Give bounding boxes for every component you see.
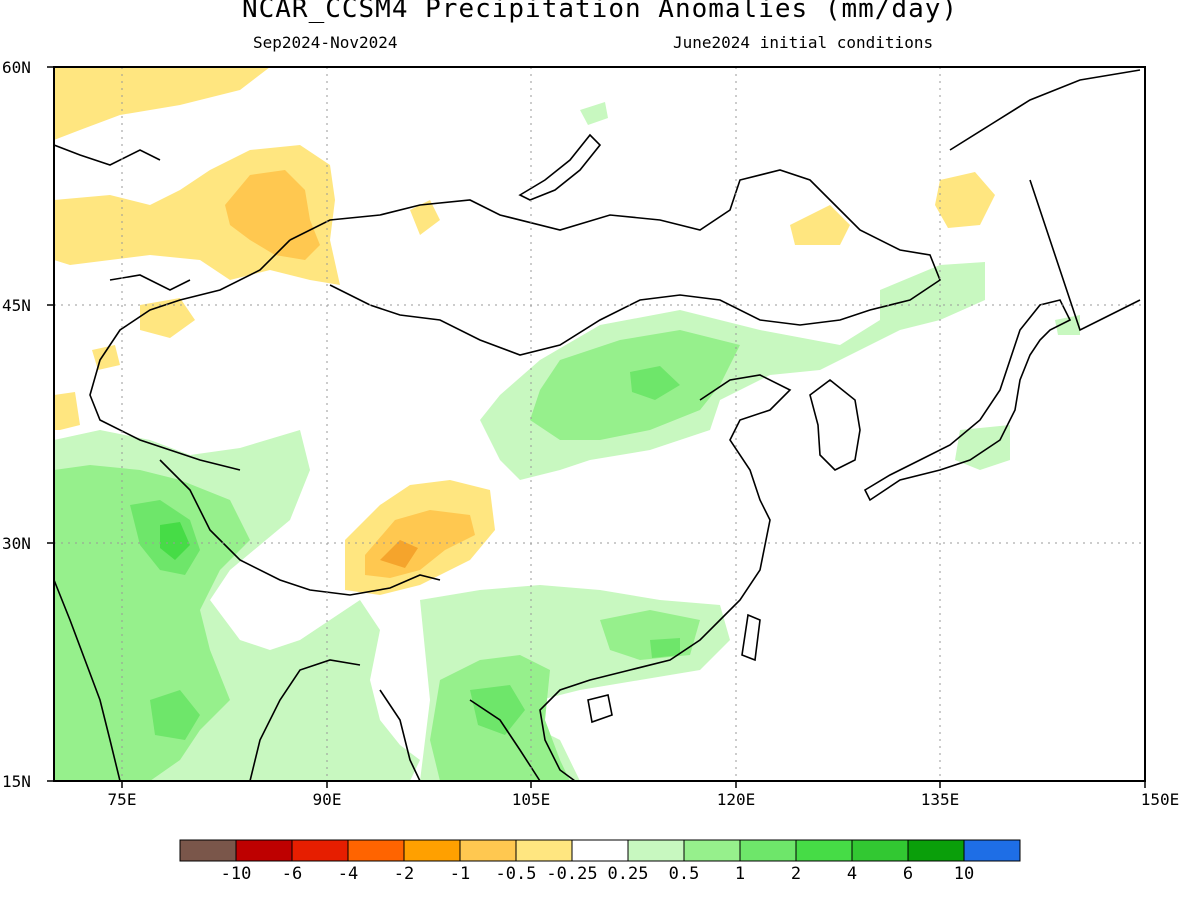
dry-region-west-small — [54, 298, 195, 430]
colorbar-swatch — [459, 839, 517, 862]
axis-ticks — [47, 66, 1146, 788]
colorbar-swatch — [683, 839, 741, 862]
green-peak-china — [630, 366, 680, 400]
dry-region-northwest — [54, 67, 270, 140]
colorbar-swatch — [347, 839, 405, 862]
colorbar-swatch — [627, 839, 685, 862]
map-frame — [53, 66, 1146, 782]
colorbar-tick-label: -10 — [220, 864, 252, 884]
lon-label-90e: 90E — [312, 790, 342, 809]
lake-baikal — [518, 133, 602, 201]
colorbar-swatch — [179, 839, 237, 862]
green-core-india — [130, 500, 200, 740]
anomaly-fields — [54, 67, 1080, 781]
india-coast — [54, 579, 361, 781]
lon-label-135e: 135E — [920, 790, 960, 809]
colorbar-tick-label: -0.5 — [495, 864, 537, 884]
dry-region-northeast — [410, 172, 995, 245]
lon-label-120e: 120E — [716, 790, 756, 809]
china-west-border — [89, 239, 291, 471]
japan-coast — [863, 299, 1072, 502]
colorbar-tick-label: 6 — [902, 864, 914, 884]
himalaya-border — [159, 459, 441, 596]
indochina-coast — [379, 689, 541, 781]
dry-peak-tibet — [380, 540, 418, 568]
green-core-southeast — [430, 610, 700, 781]
colorbar-swatch — [963, 839, 1021, 862]
colorbar-tick-label: -0.25 — [546, 864, 598, 884]
colorbar-tick-label: 0.25 — [607, 864, 649, 884]
colorbar-swatch — [403, 839, 461, 862]
lat-label-45n: 45N — [2, 296, 31, 315]
green-peak-indochina — [470, 638, 680, 735]
colorbar-swatch — [515, 839, 573, 862]
green-region-india — [54, 465, 250, 781]
init-conditions-label: June2024 initial conditions — [673, 33, 934, 52]
lat-label-60n: 60N — [2, 58, 31, 77]
gridlines — [54, 67, 1145, 781]
colorbar-tick-label: -6 — [281, 864, 303, 884]
korea-coast — [809, 378, 861, 471]
colorbar-swatch — [235, 839, 293, 862]
lon-label-150e: 150E — [1140, 790, 1180, 809]
colorbar-tick-label: 4 — [846, 864, 858, 884]
green-region-north — [580, 102, 608, 125]
colorbar-swatch — [795, 839, 853, 862]
colorbar-tick-label: 0.5 — [668, 864, 700, 884]
colorbar-tick-label: 1 — [734, 864, 746, 884]
caspian-aral — [54, 144, 191, 291]
hainan-coast — [587, 694, 613, 724]
lat-label-15n: 15N — [2, 772, 31, 791]
lon-label-75e: 75E — [107, 790, 137, 809]
green-region-japan — [955, 315, 1080, 470]
colorbar-tick-label: 2 — [790, 864, 802, 884]
colorbar-tick-label: 10 — [953, 864, 975, 884]
season-label: Sep2024-Nov2024 — [253, 33, 398, 52]
colorbar-swatch — [571, 839, 629, 862]
colorbar-swatch — [851, 839, 909, 862]
taiwan-coast — [741, 613, 761, 662]
colorbar — [179, 839, 1021, 862]
russia-east-coast — [949, 69, 1141, 332]
colorbar-tick-label: -1 — [449, 864, 471, 884]
colorbar-tick-label: -2 — [393, 864, 415, 884]
map-title: NCAR_CCSM4 Precipitation Anomalies (mm/d… — [241, 0, 959, 24]
colorbar-tick-label: -4 — [337, 864, 359, 884]
lon-label-105e: 105E — [511, 790, 551, 809]
colorbar-swatch — [907, 839, 965, 862]
colorbar-swatch — [291, 839, 349, 862]
lat-label-30n: 30N — [2, 534, 31, 553]
china-north-border — [289, 169, 941, 356]
china-east-coast — [539, 374, 792, 781]
colorbar-swatch — [739, 839, 797, 862]
coastlines — [54, 69, 1141, 781]
green-peak-india — [160, 522, 190, 560]
